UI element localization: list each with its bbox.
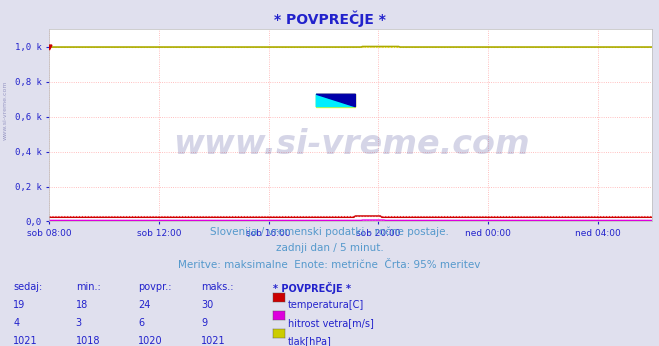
Text: 1021: 1021 xyxy=(13,336,38,346)
Text: tlak[hPa]: tlak[hPa] xyxy=(288,336,332,346)
Text: * POVPREČJE *: * POVPREČJE * xyxy=(273,10,386,27)
Text: 3: 3 xyxy=(76,318,82,328)
Text: temperatura[C]: temperatura[C] xyxy=(288,300,364,310)
Text: zadnji dan / 5 minut.: zadnji dan / 5 minut. xyxy=(275,243,384,253)
Text: Meritve: maksimalne  Enote: metrične  Črta: 95% meritev: Meritve: maksimalne Enote: metrične Črta… xyxy=(179,260,480,270)
Text: 1020: 1020 xyxy=(138,336,163,346)
Text: 4: 4 xyxy=(13,318,19,328)
Text: 19: 19 xyxy=(13,300,26,310)
Text: www.si-vreme.com: www.si-vreme.com xyxy=(3,81,8,140)
Text: 1021: 1021 xyxy=(201,336,225,346)
Polygon shape xyxy=(316,94,355,107)
Text: 18: 18 xyxy=(76,300,88,310)
Text: povpr.:: povpr.: xyxy=(138,282,172,292)
Text: min.:: min.: xyxy=(76,282,101,292)
Text: 1018: 1018 xyxy=(76,336,100,346)
Text: 24: 24 xyxy=(138,300,151,310)
Text: www.si-vreme.com: www.si-vreme.com xyxy=(173,128,529,161)
Bar xyxy=(316,94,355,107)
Text: sedaj:: sedaj: xyxy=(13,282,42,292)
Text: * POVPREČJE *: * POVPREČJE * xyxy=(273,282,351,294)
Text: 30: 30 xyxy=(201,300,214,310)
Text: 9: 9 xyxy=(201,318,207,328)
Polygon shape xyxy=(316,94,355,107)
Text: maks.:: maks.: xyxy=(201,282,233,292)
Text: hitrost vetra[m/s]: hitrost vetra[m/s] xyxy=(288,318,374,328)
Text: Slovenija / vremenski podatki - ročne postaje.: Slovenija / vremenski podatki - ročne po… xyxy=(210,227,449,237)
Text: 6: 6 xyxy=(138,318,144,328)
